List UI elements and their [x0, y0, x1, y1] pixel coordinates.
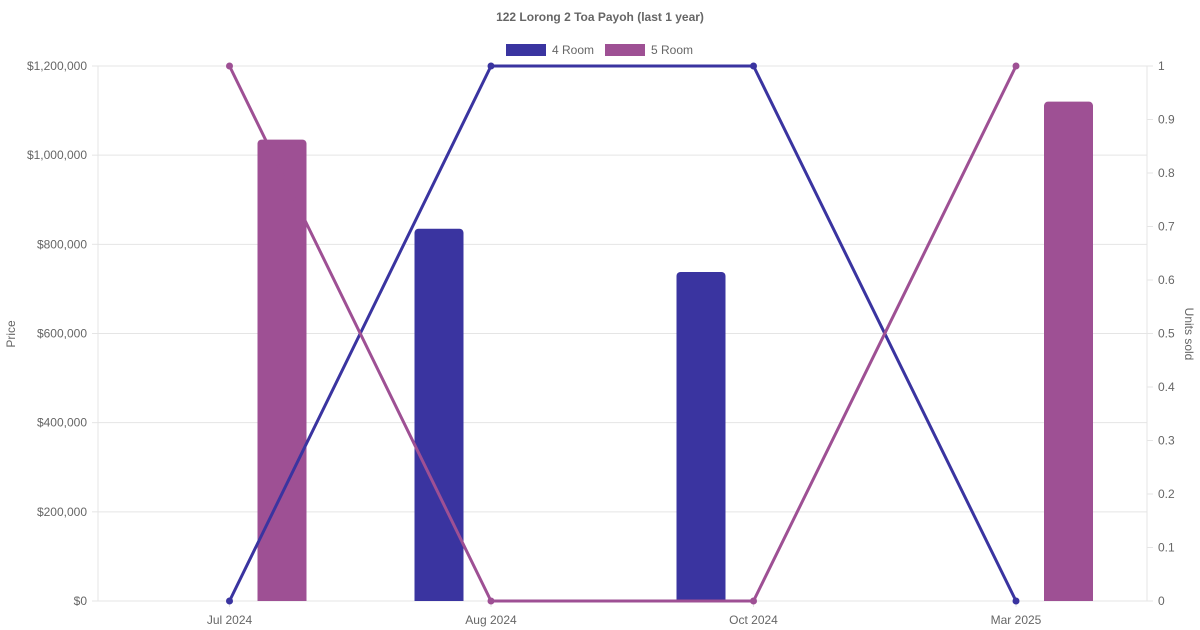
bar-5-room	[1044, 101, 1093, 602]
right-tick-label: 0.1	[1158, 541, 1175, 555]
legend: 4 Room 5 Room	[506, 43, 693, 57]
left-tick-label: $1,200,000	[27, 59, 87, 73]
point-5-room	[487, 597, 495, 605]
right-tick-label: 1	[1158, 59, 1165, 73]
point-4-room	[750, 62, 757, 70]
bars	[257, 101, 1093, 602]
right-tick-label: 0.8	[1158, 166, 1175, 180]
left-tick-label: $200,000	[37, 505, 87, 519]
x-tick-label: Aug 2024	[465, 613, 517, 627]
bar-base-4-room	[414, 595, 464, 601]
x-axis-ticks: Jul 2024 Aug 2024 Oct 2024 Mar 2025	[207, 613, 1042, 627]
bar-4-room	[676, 271, 726, 601]
legend-swatch-5-room	[605, 44, 645, 56]
bar-base-5-room	[1044, 595, 1093, 601]
left-tick-label: $800,000	[37, 237, 87, 251]
right-tick-label: 0.6	[1158, 273, 1175, 287]
lines	[226, 62, 1020, 605]
right-axis-ticks: 0 0.1 0.2 0.3 0.4 0.5 0.6 0.7 0.8 0.9 1	[1158, 59, 1175, 608]
left-tick-label: $600,000	[37, 327, 87, 341]
right-tick-label: 0	[1158, 594, 1165, 608]
x-tick-label: Jul 2024	[207, 613, 253, 627]
right-tick-label: 0.7	[1158, 220, 1175, 234]
point-4-room	[226, 597, 233, 605]
left-tick-label: $1,000,000	[27, 148, 87, 162]
right-tick-label: 0.5	[1158, 327, 1175, 341]
legend-swatch-4-room	[506, 44, 546, 56]
bar-base-4-room	[676, 595, 726, 601]
x-tick-label: Oct 2024	[729, 613, 778, 627]
right-tick-label: 0.9	[1158, 113, 1175, 127]
left-tick-label: $400,000	[37, 416, 87, 430]
right-tick-label: 0.3	[1158, 434, 1175, 448]
x-tick-label: Mar 2025	[991, 613, 1042, 627]
left-axis-title: Price	[4, 320, 18, 348]
grid-lines	[92, 65, 1153, 607]
chart-title: 122 Lorong 2 Toa Payoh (last 1 year)	[496, 10, 704, 24]
point-4-room	[1012, 597, 1020, 605]
right-tick-label: 0.4	[1158, 380, 1175, 394]
point-5-room	[1012, 62, 1020, 70]
legend-label-4-room: 4 Room	[552, 43, 594, 57]
left-tick-label: $0	[74, 594, 88, 608]
point-5-room	[226, 62, 233, 70]
right-axis-title: Units sold	[1182, 308, 1196, 361]
legend-label-5-room: 5 Room	[651, 43, 693, 57]
point-5-room	[750, 597, 757, 605]
bar-5-room	[257, 139, 307, 601]
bar-4-room	[414, 228, 464, 601]
point-4-room	[487, 62, 495, 70]
right-tick-label: 0.2	[1158, 487, 1175, 501]
left-axis-ticks: $0 $200,000 $400,000 $600,000 $800,000 $1,000…	[27, 59, 87, 608]
bar-base-5-room	[257, 595, 307, 601]
line-5-room	[228, 65, 1018, 603]
